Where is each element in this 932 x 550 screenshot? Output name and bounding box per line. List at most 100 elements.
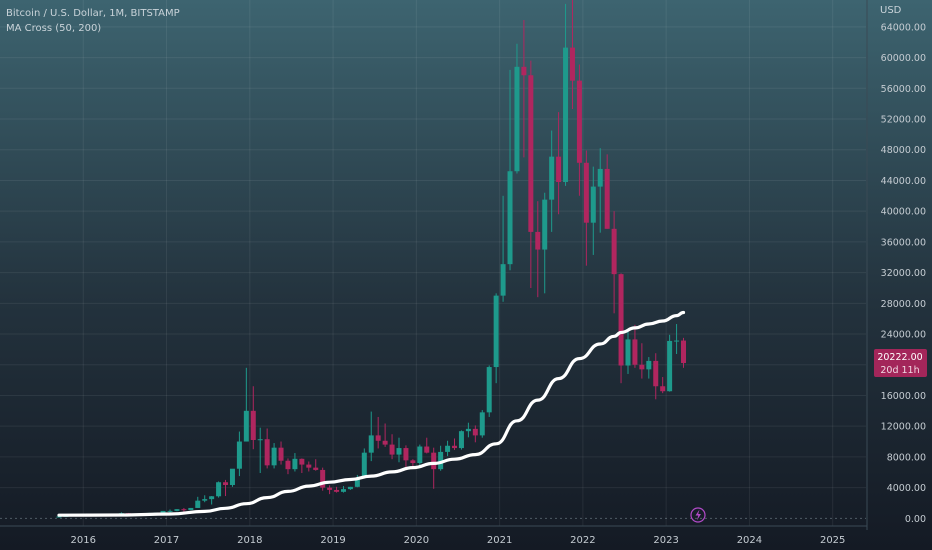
last-price-label: 20222.00	[877, 352, 922, 363]
symbol-title[interactable]: Bitcoin / U.S. Dollar, 1M, BITSTAMP	[6, 8, 180, 19]
candle-body	[313, 467, 319, 470]
candle-body	[292, 458, 298, 470]
candle-body	[299, 458, 305, 465]
candle-body	[528, 75, 534, 232]
ma-line	[57, 310, 686, 517]
price-tick-label: 12000.00	[881, 422, 926, 433]
flash-icon[interactable]	[690, 507, 706, 523]
candle-body	[556, 156, 562, 182]
candle-body	[431, 452, 437, 470]
last-price-tag: 20222.00 20d 11h	[874, 349, 927, 377]
candle-body	[209, 496, 215, 500]
year-tick-label: 2018	[237, 535, 262, 546]
candle-body	[375, 435, 381, 441]
candle-body	[563, 47, 569, 182]
candle-body	[410, 460, 416, 464]
candle-body	[479, 412, 485, 436]
candle-body	[521, 66, 527, 76]
year-tick-label: 2022	[570, 535, 595, 546]
candle-body	[56, 516, 62, 518]
price-tick-label: 4000.00	[887, 483, 926, 494]
candle-body	[250, 410, 256, 440]
chart-legend[interactable]: Bitcoin / U.S. Dollar, 1M, BITSTAMP MA C…	[6, 6, 180, 36]
candle-body	[424, 446, 430, 453]
price-tick-label: 64000.00	[881, 22, 926, 33]
price-tick-label: 60000.00	[881, 53, 926, 64]
candle-body	[639, 364, 645, 370]
price-tick-label: 40000.00	[881, 207, 926, 218]
candle-body	[507, 171, 513, 265]
price-tick-label: 24000.00	[881, 330, 926, 341]
candle-body	[681, 340, 686, 364]
candle-body	[368, 435, 374, 453]
last-price-tag-bg	[874, 349, 927, 377]
candle-body	[320, 469, 326, 488]
candle-body	[472, 428, 478, 436]
year-tick-label: 2024	[737, 535, 762, 546]
year-tick-label: 2025	[820, 535, 845, 546]
candle-body	[465, 428, 471, 432]
candle-body	[243, 410, 249, 442]
candle-body	[514, 66, 520, 172]
time-axis[interactable]: 2016 2017 2018 2019 2020 2021 2022 2023 2024 2025	[71, 535, 846, 546]
candle-body	[216, 482, 222, 497]
candle-body	[625, 339, 631, 366]
candle-body	[604, 168, 610, 229]
candle-body	[452, 445, 458, 449]
candle-body	[347, 486, 353, 490]
year-tick-label: 2023	[653, 535, 678, 546]
year-tick-label: 2016	[71, 535, 96, 546]
price-tick-label: 56000.00	[881, 84, 926, 95]
price-tick-label: 44000.00	[881, 176, 926, 187]
candle-body	[458, 431, 464, 449]
candle-body	[334, 489, 340, 492]
candle-body	[569, 47, 575, 81]
price-tick-label: 0.00	[905, 514, 926, 525]
candle-body	[278, 447, 284, 461]
candle-body	[549, 156, 555, 200]
candle-body	[438, 451, 444, 470]
candle-body	[445, 445, 451, 452]
candle-body	[271, 447, 277, 466]
candle-body	[542, 199, 548, 250]
candle-body	[389, 444, 395, 455]
candle-body	[361, 452, 367, 478]
candle-body	[535, 231, 541, 250]
candle-countdown: 20d 11h	[880, 365, 919, 376]
candle-body	[396, 448, 402, 455]
price-tick-label: 8000.00	[887, 452, 926, 463]
price-tick-label: 48000.00	[881, 145, 926, 156]
lightning-icon	[695, 509, 701, 521]
candle-body	[306, 464, 312, 468]
candle-body	[202, 499, 208, 501]
price-tick-label: 32000.00	[881, 268, 926, 279]
candle-body	[229, 468, 235, 485]
indicator-label[interactable]: MA Cross (50, 200)	[6, 23, 102, 34]
candle-body	[354, 477, 360, 487]
candle-body	[236, 441, 242, 469]
candle-body	[188, 507, 194, 511]
candle-body	[167, 510, 173, 512]
candle-body	[590, 186, 596, 223]
flash-icon-ring	[690, 507, 706, 523]
candle-body	[174, 509, 180, 511]
candle-body	[486, 367, 492, 413]
candle-body	[667, 340, 673, 392]
candle-body	[632, 339, 638, 365]
candle-body	[257, 439, 263, 441]
candles	[56, 0, 686, 518]
candle-body	[403, 448, 409, 461]
candle-body	[500, 264, 506, 296]
candle-body	[264, 439, 270, 466]
price-tick-label: 28000.00	[881, 299, 926, 310]
year-tick-label: 2019	[320, 535, 345, 546]
candle-body	[195, 500, 201, 508]
price-tick-label: 52000.00	[881, 115, 926, 126]
candle-body	[181, 509, 187, 511]
price-tick-label: 16000.00	[881, 391, 926, 402]
candle-body	[618, 274, 624, 366]
candle-body	[597, 168, 603, 187]
